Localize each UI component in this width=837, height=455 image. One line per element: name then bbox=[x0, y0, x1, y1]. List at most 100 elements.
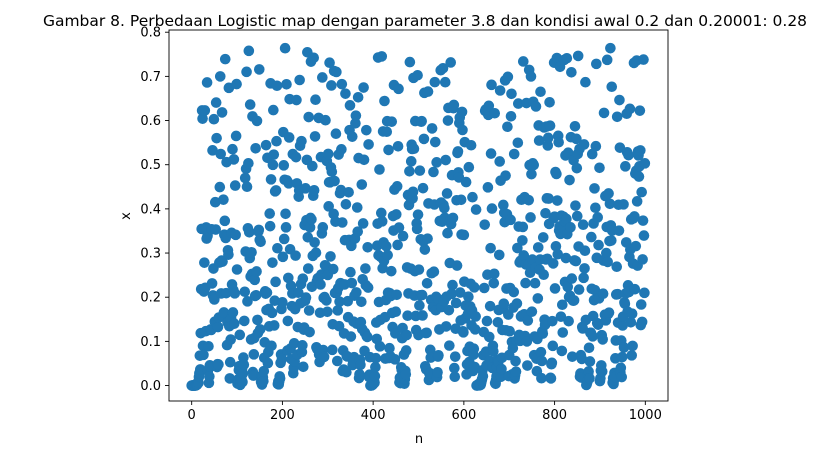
data-point bbox=[296, 135, 307, 147]
data-point bbox=[469, 324, 481, 335]
data-point bbox=[533, 135, 545, 146]
data-point bbox=[547, 258, 559, 269]
data-point bbox=[520, 277, 531, 289]
data-point bbox=[468, 343, 480, 355]
data-point bbox=[318, 351, 330, 363]
data-point bbox=[369, 370, 381, 382]
data-point bbox=[229, 180, 241, 191]
data-point bbox=[419, 244, 431, 255]
data-point bbox=[268, 104, 279, 116]
data-point bbox=[209, 196, 221, 208]
data-point bbox=[416, 289, 428, 301]
data-point bbox=[405, 156, 417, 167]
data-point bbox=[277, 251, 289, 263]
data-point bbox=[517, 221, 529, 233]
data-point bbox=[589, 183, 600, 194]
x-axis-label: n bbox=[415, 432, 423, 447]
x-tick-label: 400 bbox=[361, 408, 386, 423]
data-point bbox=[244, 99, 256, 110]
data-point bbox=[290, 151, 302, 163]
data-point bbox=[532, 242, 544, 253]
data-point bbox=[227, 143, 238, 155]
data-point bbox=[584, 373, 595, 384]
data-point bbox=[444, 340, 455, 351]
data-point bbox=[297, 340, 308, 351]
data-point bbox=[592, 212, 603, 223]
data-point bbox=[404, 56, 416, 68]
x-tick-label: 0 bbox=[188, 408, 196, 423]
data-point bbox=[545, 373, 557, 384]
data-point bbox=[439, 202, 450, 214]
data-point bbox=[309, 131, 321, 142]
scatter-points bbox=[186, 42, 651, 391]
data-point bbox=[618, 342, 630, 353]
data-point bbox=[271, 80, 283, 92]
data-point bbox=[304, 326, 315, 338]
data-point bbox=[526, 306, 538, 317]
data-point bbox=[590, 140, 602, 152]
data-point bbox=[346, 277, 358, 289]
x-tick-label: 600 bbox=[451, 408, 476, 423]
data-point bbox=[488, 346, 499, 357]
data-point bbox=[508, 286, 520, 298]
data-point bbox=[629, 283, 641, 295]
data-point bbox=[211, 132, 222, 144]
data-point bbox=[512, 242, 523, 254]
data-point bbox=[302, 263, 314, 274]
data-point bbox=[391, 181, 403, 192]
data-point bbox=[561, 213, 572, 225]
data-point bbox=[494, 85, 506, 96]
data-point bbox=[555, 311, 567, 322]
data-point bbox=[340, 88, 351, 99]
data-point bbox=[478, 282, 490, 294]
data-point bbox=[421, 278, 433, 289]
data-point bbox=[584, 356, 596, 367]
data-point bbox=[340, 199, 352, 210]
data-point bbox=[271, 135, 282, 147]
data-point bbox=[261, 287, 273, 298]
data-point bbox=[576, 353, 588, 365]
data-point bbox=[432, 366, 443, 378]
data-point bbox=[579, 245, 591, 257]
data-point bbox=[603, 188, 614, 199]
data-point bbox=[566, 67, 577, 78]
data-point bbox=[522, 315, 534, 326]
data-point bbox=[237, 376, 248, 388]
data-point bbox=[300, 292, 312, 303]
data-point bbox=[496, 363, 507, 375]
data-point bbox=[274, 372, 286, 384]
data-point bbox=[288, 338, 300, 349]
data-point bbox=[510, 355, 521, 367]
chart-title: Gambar 8. Perbedaan Logistic map dengan … bbox=[43, 12, 807, 30]
data-point bbox=[613, 225, 625, 236]
data-point bbox=[465, 139, 477, 151]
x-axis: 0 200 400 600 800 1000 bbox=[188, 401, 662, 423]
data-point bbox=[381, 126, 393, 138]
data-point bbox=[370, 352, 382, 364]
data-point bbox=[392, 239, 403, 251]
data-point bbox=[362, 241, 373, 253]
x-tick-label: 800 bbox=[542, 408, 567, 423]
data-point bbox=[239, 286, 251, 298]
data-point bbox=[382, 249, 393, 261]
data-point bbox=[631, 196, 643, 207]
data-point bbox=[456, 106, 468, 118]
data-point bbox=[616, 351, 628, 363]
data-point bbox=[606, 235, 617, 246]
data-point bbox=[346, 131, 358, 142]
data-point bbox=[577, 219, 589, 230]
data-point bbox=[606, 81, 618, 93]
data-point bbox=[306, 214, 317, 225]
data-point bbox=[283, 178, 295, 189]
data-point bbox=[489, 107, 501, 119]
data-point bbox=[297, 273, 309, 284]
data-point bbox=[421, 327, 432, 339]
x-tick-label: 200 bbox=[270, 408, 295, 423]
data-point bbox=[253, 64, 265, 75]
y-tick-label: 0.0 bbox=[140, 379, 161, 394]
data-point bbox=[556, 345, 568, 357]
data-point bbox=[317, 72, 328, 83]
data-point bbox=[413, 264, 425, 275]
data-point bbox=[265, 174, 277, 185]
data-point bbox=[578, 139, 590, 150]
